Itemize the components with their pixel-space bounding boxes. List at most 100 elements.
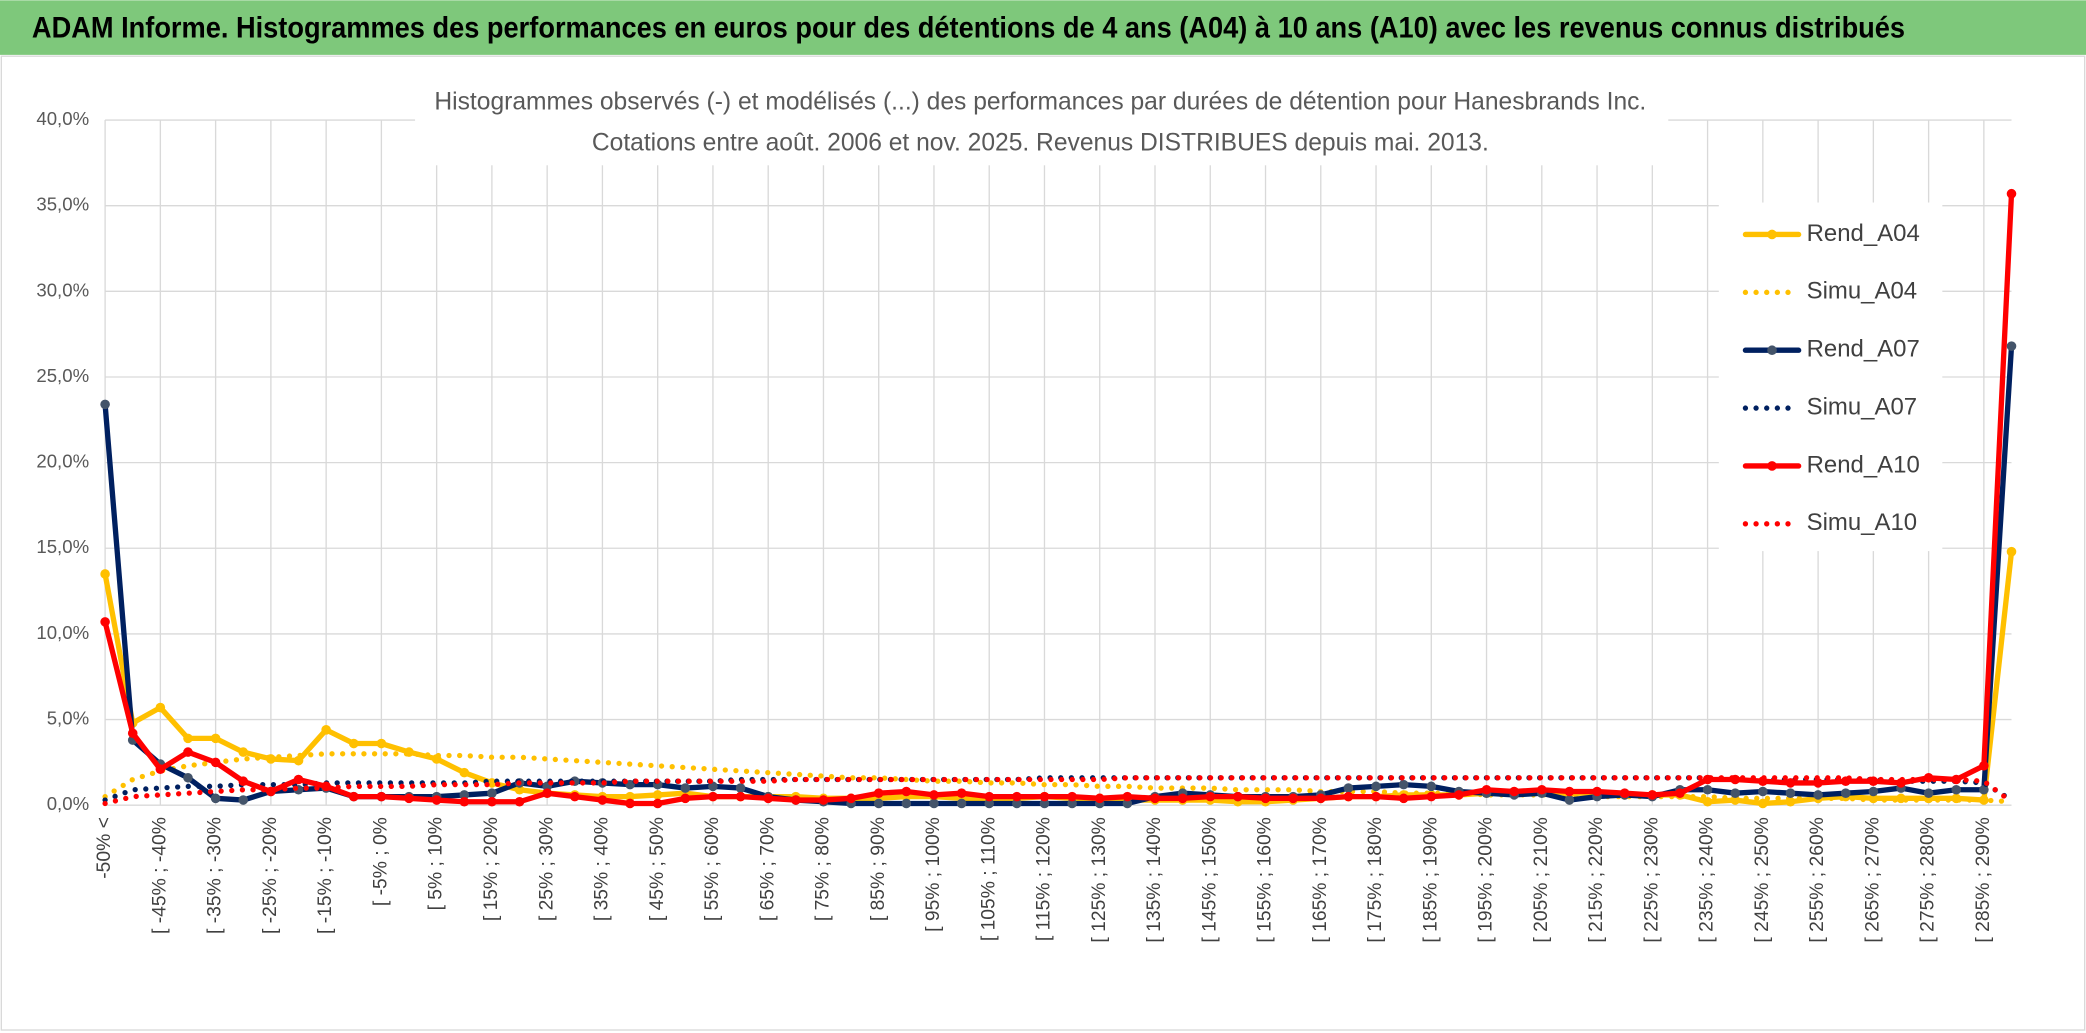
x-tick-label: [ 165% ; 170% <box>1310 817 1331 942</box>
marker <box>1979 795 1989 805</box>
chart-title: Histogrammes observés (-) et modélisés (… <box>434 88 1646 115</box>
x-tick-label: [ 265% ; 270% <box>1862 817 1883 942</box>
legend-label: Simu_A10 <box>1807 509 1917 536</box>
title-background <box>415 82 1669 166</box>
x-tick-label: [ 45% ; 50% <box>647 817 668 921</box>
marker <box>735 783 746 793</box>
marker <box>735 791 746 802</box>
marker <box>570 791 580 802</box>
marker <box>597 795 608 805</box>
marker <box>791 795 801 805</box>
marker <box>127 728 138 739</box>
marker <box>1785 788 1796 798</box>
marker <box>1205 791 1216 802</box>
marker <box>1398 793 1409 804</box>
marker <box>376 791 387 802</box>
x-tick-label: [ 105% ; 110% <box>978 817 999 941</box>
marker <box>514 784 525 795</box>
marker <box>376 738 387 749</box>
x-tick-label: [ 235% ; 240% <box>1697 817 1718 942</box>
marker <box>1067 791 1077 802</box>
marker <box>1454 790 1464 800</box>
x-tick-label: [ 15% ; 20% <box>481 817 502 921</box>
marker <box>873 788 884 798</box>
marker <box>873 798 884 809</box>
marker <box>238 795 249 805</box>
legend-box <box>1718 202 1943 552</box>
marker <box>652 790 663 800</box>
y-tick-label: 10,0% <box>36 622 89 643</box>
marker <box>1923 772 1934 783</box>
marker <box>1039 798 1050 809</box>
chart-border <box>0 55 2086 1031</box>
marker <box>984 798 995 809</box>
x-tick-label: [ 145% ; 150% <box>1199 817 1220 942</box>
marker <box>487 796 497 807</box>
x-tick-label: [ 275% ; 280% <box>1918 817 1939 942</box>
marker <box>100 569 110 579</box>
legend-marker <box>1767 229 1777 240</box>
marker <box>1039 791 1050 802</box>
marker <box>1426 781 1437 792</box>
marker <box>929 798 939 809</box>
x-tick-label: [ -25% ; -20% <box>260 817 281 934</box>
series-line <box>102 775 2015 807</box>
marker <box>1067 798 1077 809</box>
legend-label: Rend_A07 <box>1807 336 1920 363</box>
marker <box>1343 783 1354 793</box>
marker <box>514 796 525 807</box>
marker <box>984 791 995 802</box>
marker <box>652 798 663 809</box>
marker <box>708 781 718 792</box>
marker <box>1979 761 1989 771</box>
page-title: ADAM Informe. Histogrammes des performan… <box>32 12 1905 44</box>
marker <box>901 786 912 797</box>
marker <box>1758 786 1768 797</box>
marker <box>680 793 691 804</box>
marker <box>680 783 691 793</box>
x-tick-label: [ 95% ; 100% <box>923 817 944 932</box>
marker <box>404 793 414 804</box>
marker <box>459 790 470 800</box>
marker <box>625 791 635 802</box>
marker <box>956 788 967 798</box>
marker <box>1647 790 1658 800</box>
marker <box>293 755 304 766</box>
marker <box>1177 793 1188 804</box>
marker <box>1371 791 1381 802</box>
marker <box>1233 791 1243 802</box>
marker <box>1813 778 1823 788</box>
marker <box>1923 788 1934 798</box>
x-tick-label: [ 285% ; 290% <box>1973 817 1994 942</box>
y-tick-label: 35,0% <box>36 194 89 215</box>
x-tick-label: [ 25% ; 30% <box>536 817 557 921</box>
marker <box>1315 793 1326 804</box>
marker <box>459 767 470 778</box>
marker <box>1094 793 1105 804</box>
x-tick-label: [ 5% ; 10% <box>426 817 447 910</box>
x-tick-label: [ 195% ; 200% <box>1476 817 1497 942</box>
chart-subtitle: Cotations entre août. 2006 et nov. 2025.… <box>592 130 1489 157</box>
marker <box>846 793 856 804</box>
marker <box>901 798 912 809</box>
x-tick-label: [ 35% ; 40% <box>592 817 613 921</box>
x-tick-label: [ 175% ; 180% <box>1365 817 1386 942</box>
marker <box>1012 798 1022 809</box>
marker <box>210 793 221 804</box>
marker <box>2006 188 2017 199</box>
x-tick-label: [ -35% ; -30% <box>205 817 226 934</box>
marker <box>321 725 331 735</box>
x-tick-label: [ 65% ; 70% <box>757 817 778 921</box>
marker <box>1481 784 1492 795</box>
marker <box>431 795 442 805</box>
marker <box>818 795 829 805</box>
marker <box>183 747 193 757</box>
marker <box>625 798 635 809</box>
marker <box>348 738 359 749</box>
marker <box>210 757 221 768</box>
marker <box>1951 784 1962 795</box>
marker <box>100 399 110 410</box>
marker <box>1730 788 1740 798</box>
x-tick-label: [ 255% ; 260% <box>1807 817 1828 942</box>
